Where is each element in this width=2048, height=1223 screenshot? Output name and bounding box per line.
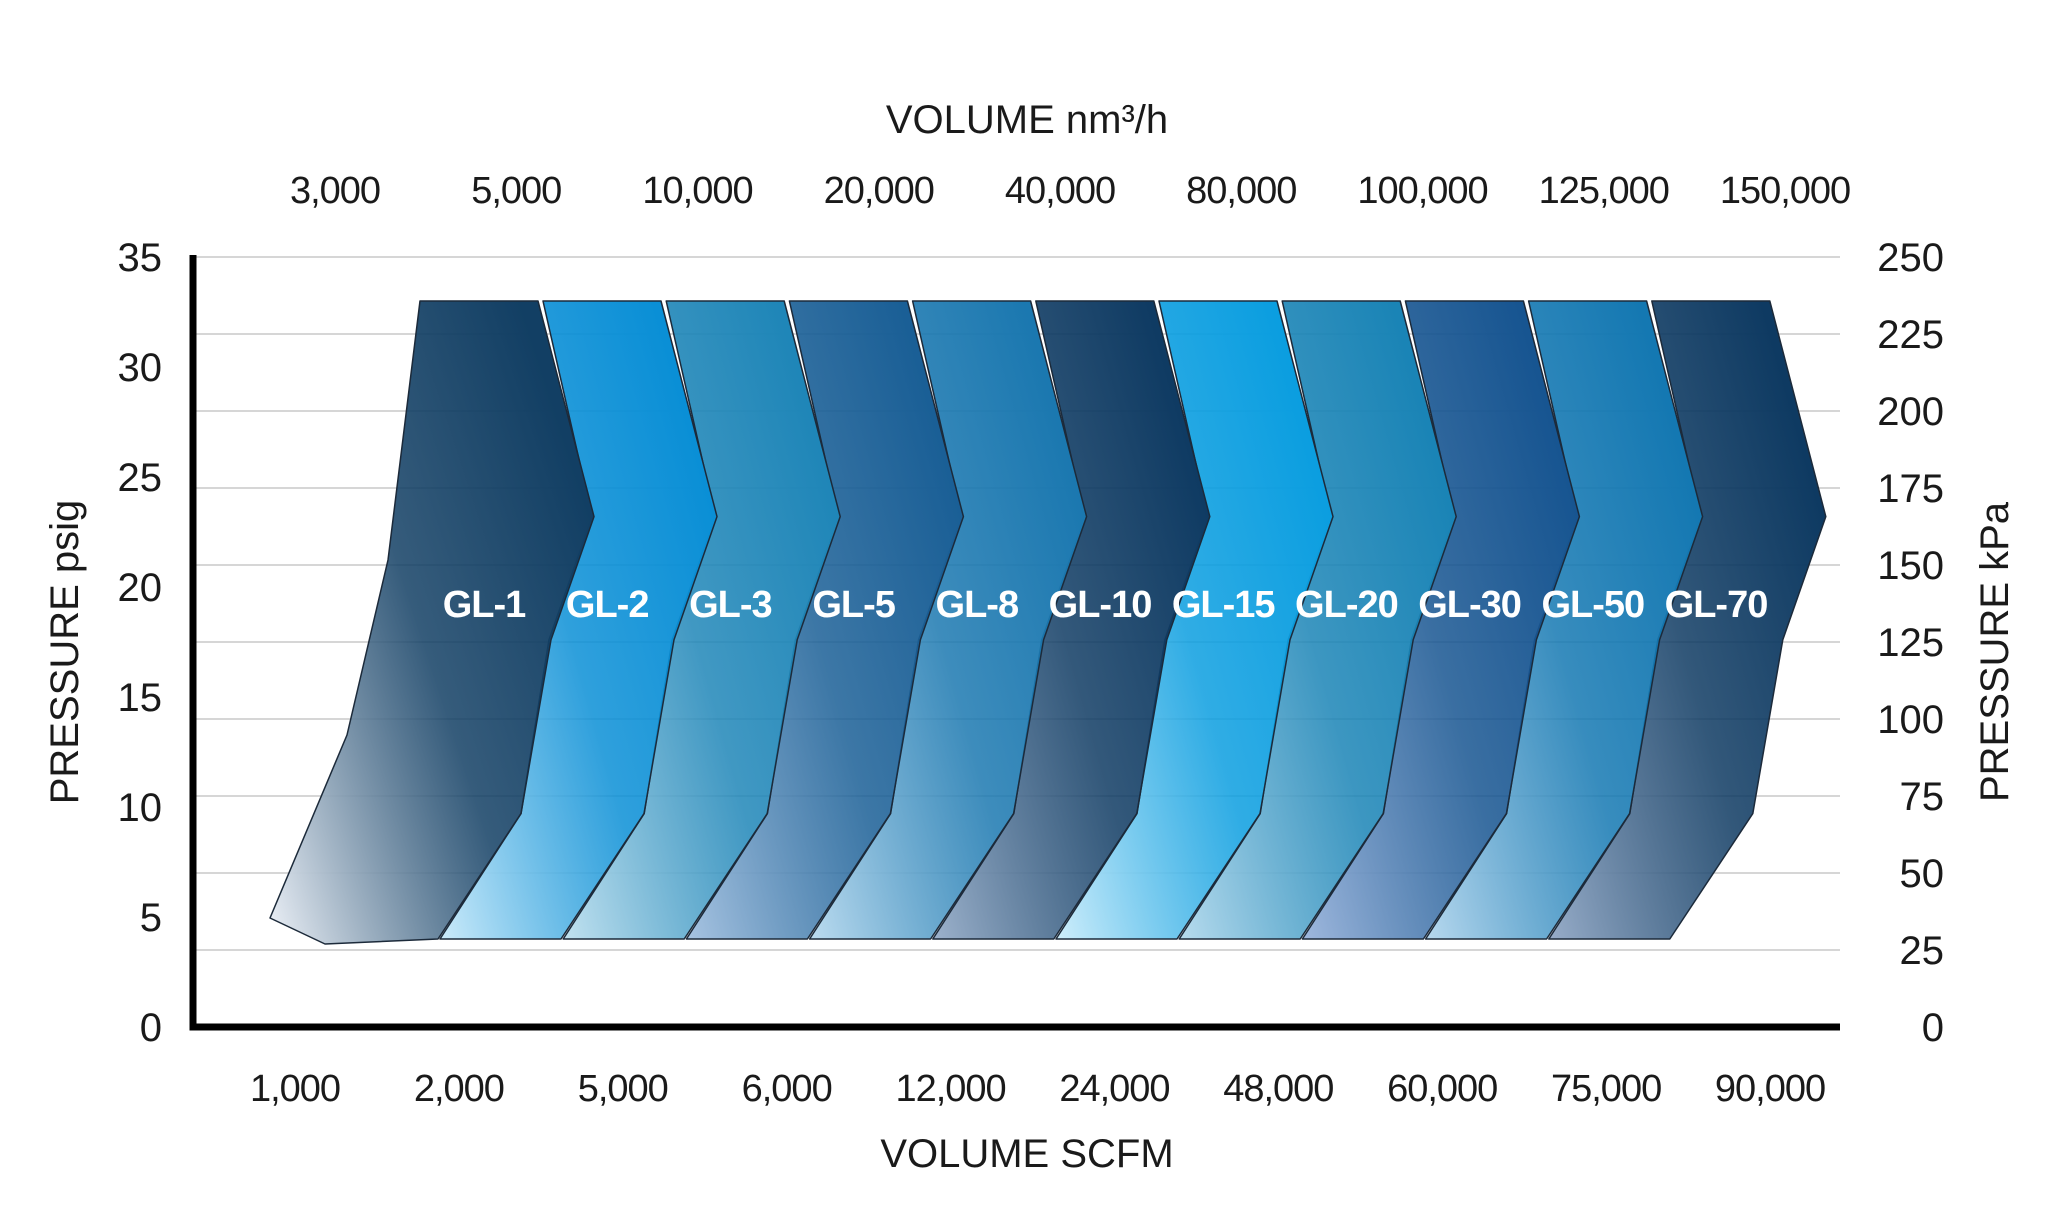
right-tick-label: 25 — [1900, 929, 1945, 973]
right-tick-label: 150 — [1877, 544, 1944, 588]
bottom-tick-label: 6,000 — [742, 1068, 832, 1110]
top-tick-label: 20,000 — [824, 170, 934, 212]
left-tick-label: 30 — [118, 346, 163, 390]
bottom-tick-label: 2,000 — [414, 1068, 504, 1110]
band-label-gl-8: GL-8 — [936, 584, 1019, 626]
top-axis-title: VOLUME nm³/h — [886, 98, 1168, 142]
right-tick-label: 250 — [1877, 236, 1944, 280]
top-tick-label: 40,000 — [1005, 170, 1115, 212]
band-label-gl-50: GL-50 — [1541, 584, 1644, 626]
axes — [189, 255, 1840, 1031]
bottom-tick-label: 12,000 — [895, 1068, 1005, 1110]
bottom-tick-label: 75,000 — [1551, 1068, 1661, 1110]
right-tick-label: 225 — [1877, 313, 1944, 357]
band-label-gl-10: GL-10 — [1049, 584, 1152, 626]
left-tick-label: 10 — [118, 786, 163, 830]
right-tick-label: 0 — [1922, 1006, 1944, 1050]
band-gl-1 — [269, 300, 595, 945]
top-tick-label: 150,000 — [1720, 170, 1850, 212]
right-tick-label: 75 — [1900, 775, 1945, 819]
right-tick-label: 50 — [1900, 852, 1945, 896]
band-label-gl-5: GL-5 — [812, 584, 895, 626]
left-tick-label: 25 — [118, 456, 163, 500]
bottom-tick-label: 5,000 — [578, 1068, 668, 1110]
left-tick-label: 20 — [118, 566, 163, 610]
bottom-tick-label: 60,000 — [1387, 1068, 1497, 1110]
left-tick-label: 15 — [118, 676, 163, 720]
right-axis-title: PRESSURE kPa — [1973, 501, 2017, 802]
top-tick-label: 3,000 — [290, 170, 380, 212]
top-tick-label: 100,000 — [1357, 170, 1487, 212]
tick-labels: 0 5 10 15 20 25 30 35 0 25 50 75 100 125 150 175 200 225 2… — [118, 170, 1945, 1110]
bottom-tick-label: 90,000 — [1715, 1068, 1825, 1110]
right-tick-label: 175 — [1877, 467, 1944, 511]
top-tick-label: 5,000 — [471, 170, 561, 212]
top-tick-label: 80,000 — [1186, 170, 1296, 212]
top-tick-label: 125,000 — [1539, 170, 1669, 212]
right-tick-label: 100 — [1877, 698, 1944, 742]
band-label-gl-1: GL-1 — [443, 584, 526, 626]
model-bands — [269, 300, 1827, 945]
right-tick-label: 200 — [1877, 390, 1944, 434]
band-label-gl-2: GL-2 — [566, 584, 649, 626]
bottom-tick-label: 1,000 — [250, 1068, 340, 1110]
model-labels: GL-70 GL-50 GL-30 GL-20 GL-15 GL-10 GL-8 GL-5 GL… — [443, 584, 1769, 626]
band-label-gl-15: GL-15 — [1172, 584, 1276, 626]
top-tick-label: 10,000 — [642, 170, 752, 212]
bottom-tick-label: 48,000 — [1223, 1068, 1333, 1110]
band-label-gl-3: GL-3 — [689, 584, 772, 626]
left-tick-label: 35 — [118, 236, 163, 280]
band-label-gl-20: GL-20 — [1295, 584, 1398, 626]
left-axis-title: PRESSURE psig — [43, 500, 87, 805]
bottom-axis-title: VOLUME SCFM — [880, 1132, 1173, 1176]
left-tick-label: 5 — [140, 896, 162, 940]
band-label-gl-70: GL-70 — [1665, 584, 1768, 626]
bottom-tick-label: 24,000 — [1059, 1068, 1169, 1110]
band-label-gl-30: GL-30 — [1418, 584, 1521, 626]
right-tick-label: 125 — [1877, 621, 1944, 665]
left-tick-label: 0 — [140, 1006, 162, 1050]
